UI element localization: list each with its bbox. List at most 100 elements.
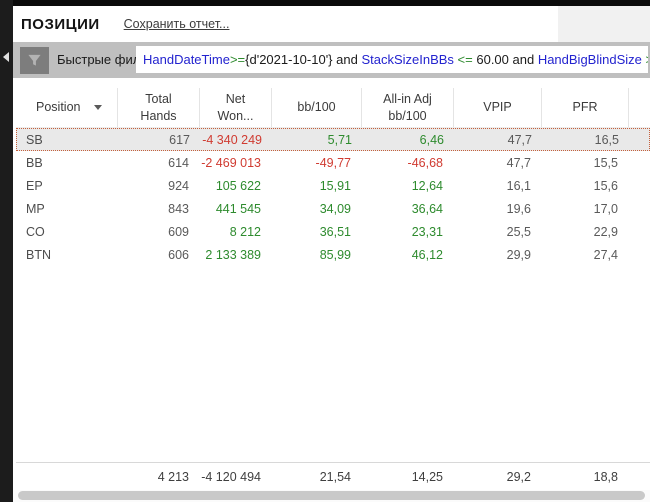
report-content: ПОЗИЦИИ Сохранить отчет... Быстрые фильт… <box>13 6 650 502</box>
table-row-sb[interactable]: SB 617 -4 340 249 5,71 6,46 47,7 16,5 <box>16 128 650 151</box>
column-header-total-hands[interactable]: Total Hands <box>117 88 199 127</box>
column-header-allin-adj[interactable]: All-in Adj bb/100 <box>361 88 453 127</box>
spacer <box>13 78 650 88</box>
table-header-row: Position Total Hands Net Won... bb/100 A… <box>16 88 650 128</box>
total-hands-cell: 609 <box>168 224 189 239</box>
quick-filters-label: Быстрые фильт <box>57 52 137 67</box>
filter-segment: HandDateTime <box>143 52 230 67</box>
net-won-cell: -2 469 013 <box>201 155 261 170</box>
filter-segment: <= <box>453 52 477 67</box>
summary-pfr: 18,8 <box>593 469 618 484</box>
position-cell: CO <box>26 224 45 239</box>
filter-segment: HandBigBlindSize <box>537 52 642 67</box>
quick-filter-bar: Быстрые фильт HandDateTime>={d'2021-10-1… <box>13 42 650 78</box>
title-panel <box>13 6 558 42</box>
net-won-cell: 8 212 <box>229 224 261 239</box>
column-header-label: Position <box>36 100 81 115</box>
bb100-cell: -49,77 <box>315 155 351 170</box>
dropdown-arrow-icon[interactable] <box>94 105 103 110</box>
position-cell: BTN <box>26 247 51 262</box>
pfr-cell: 16,5 <box>594 132 619 147</box>
filter-expression-input[interactable]: HandDateTime >= {d'2021-10-10'} and StackS… <box>136 46 648 73</box>
vpip-cell: 16,1 <box>506 178 531 193</box>
bb100-cell: 5,71 <box>327 132 352 147</box>
pfr-cell: 15,6 <box>593 178 618 193</box>
pfr-cell: 15,5 <box>593 155 618 170</box>
column-header-label: Won... <box>217 108 254 123</box>
summary-row: 4 213 -4 120 494 21,54 14,25 29,2 18,8 <box>16 462 650 490</box>
summary-allin-adj: 14,25 <box>411 469 443 484</box>
horizontal-scrollbar-thumb[interactable] <box>18 491 645 500</box>
net-won-cell: 105 622 <box>215 178 261 193</box>
summary-vpip: 29,2 <box>506 469 531 484</box>
left-collapse-strip[interactable] <box>0 0 13 502</box>
positions-table: Position Total Hands Net Won... bb/100 A… <box>16 88 650 266</box>
table-row-co[interactable]: CO 609 8 212 36,51 23,31 25,5 22,9 <box>16 220 650 243</box>
total-hands-cell: 924 <box>168 178 189 193</box>
position-cell: MP <box>26 201 45 216</box>
column-header-label: Total <box>145 92 172 107</box>
pfr-cell: 17,0 <box>593 201 618 216</box>
vpip-cell: 25,5 <box>506 224 531 239</box>
filter-funnel-button[interactable] <box>20 47 49 74</box>
total-hands-cell: 614 <box>168 155 189 170</box>
horizontal-scrollbar[interactable] <box>13 490 650 502</box>
save-report-link[interactable]: Сохранить отчет... <box>123 17 230 31</box>
table-row-btn[interactable]: BTN 606 2 133 389 85,99 46,12 29,9 27,4 <box>16 243 650 266</box>
bb100-cell: 15,91 <box>319 178 351 193</box>
column-header-pfr[interactable]: PFR <box>541 88 628 127</box>
filter-segment: StackSizeInBBs <box>361 52 454 67</box>
total-hands-cell: 843 <box>168 201 189 216</box>
column-header-label: bb/100 <box>297 100 336 115</box>
allin-adj-cell: 12,64 <box>411 178 443 193</box>
bb100-cell: 34,09 <box>319 201 351 216</box>
total-hands-cell: 617 <box>169 132 190 147</box>
filter-segment: 60.00 and <box>476 52 538 67</box>
net-won-cell: -4 340 249 <box>202 132 262 147</box>
column-header-label: PFR <box>572 100 598 115</box>
page-title: ПОЗИЦИИ <box>21 15 100 33</box>
allin-adj-cell: 23,31 <box>411 224 443 239</box>
column-header-position[interactable]: Position <box>16 88 117 127</box>
table-row-ep[interactable]: EP 924 105 622 15,91 12,64 16,1 15,6 <box>16 174 650 197</box>
summary-bb100: 21,54 <box>319 469 351 484</box>
column-header-bb100[interactable]: bb/100 <box>271 88 361 127</box>
pfr-cell: 27,4 <box>593 247 618 262</box>
column-header-label: Net <box>225 92 246 107</box>
pfr-cell: 22,9 <box>593 224 618 239</box>
column-header-label: Hands <box>140 108 177 123</box>
bb100-cell: 85,99 <box>319 247 351 262</box>
funnel-icon <box>28 54 41 66</box>
net-won-cell: 441 545 <box>215 201 261 216</box>
vpip-cell: 19,6 <box>506 201 531 216</box>
filter-segment: {d'2021-10-10'} and <box>245 52 362 67</box>
table-row-mp[interactable]: MP 843 441 545 34,09 36,64 19,6 17,0 <box>16 197 650 220</box>
allin-adj-cell: 46,12 <box>411 247 443 262</box>
summary-net-won: -4 120 494 <box>201 469 261 484</box>
column-header-label: All-in Adj <box>383 92 432 107</box>
allin-adj-cell: -46,68 <box>407 155 443 170</box>
position-cell: EP <box>26 178 43 193</box>
position-cell: SB <box>26 132 43 147</box>
filter-segment: >= <box>229 52 246 67</box>
title-row: ПОЗИЦИИ Сохранить отчет... <box>13 6 650 42</box>
column-header-net-won[interactable]: Net Won... <box>199 88 271 127</box>
collapse-left-icon[interactable] <box>3 52 9 62</box>
position-cell: BB <box>26 155 43 170</box>
net-won-cell: 2 133 389 <box>205 247 261 262</box>
vpip-cell: 29,9 <box>506 247 531 262</box>
column-header-empty <box>628 88 650 127</box>
top-bar <box>0 0 650 6</box>
vpip-cell: 47,7 <box>507 132 532 147</box>
bb100-cell: 36,51 <box>319 224 351 239</box>
table-row-bb[interactable]: BB 614 -2 469 013 -49,77 -46,68 47,7 15,… <box>16 151 650 174</box>
vpip-cell: 47,7 <box>506 155 531 170</box>
column-header-vpip[interactable]: VPIP <box>453 88 541 127</box>
column-header-label: VPIP <box>483 100 512 115</box>
summary-total-hands: 4 213 <box>157 469 189 484</box>
filter-segment: >= <box>642 52 649 67</box>
column-header-label: bb/100 <box>388 108 427 123</box>
allin-adj-cell: 6,46 <box>419 132 444 147</box>
allin-adj-cell: 36,64 <box>411 201 443 216</box>
